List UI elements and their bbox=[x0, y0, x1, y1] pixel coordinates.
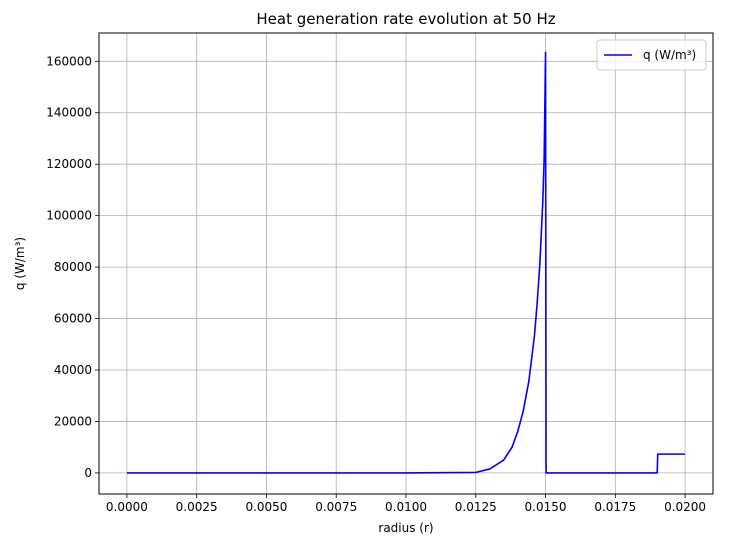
x-tick-label: 0.0025 bbox=[176, 500, 218, 514]
chart-title: Heat generation rate evolution at 50 Hz bbox=[256, 10, 555, 28]
x-tick-label: 0.0050 bbox=[245, 500, 287, 514]
y-tick-label: 40000 bbox=[54, 363, 92, 377]
x-tick-label: 0.0175 bbox=[594, 500, 636, 514]
y-tick-label: 80000 bbox=[54, 260, 92, 274]
ticks: 0.0000 0.0025 0.0050 0.0075 0.0100 0.0125 0.01… bbox=[46, 54, 706, 514]
x-tick-label: 0.0000 bbox=[106, 500, 148, 514]
y-tick-label: 100000 bbox=[46, 209, 92, 223]
series-line bbox=[126, 51, 686, 474]
x-tick-label: 0.0150 bbox=[525, 500, 567, 514]
x-tick-label: 0.0125 bbox=[455, 500, 497, 514]
x-tick-label: 0.0075 bbox=[315, 500, 357, 514]
series-layer bbox=[126, 51, 686, 474]
y-tick-label: 120000 bbox=[46, 157, 92, 171]
y-tick-label: 60000 bbox=[54, 312, 92, 326]
y-tick-label: 140000 bbox=[46, 106, 92, 120]
y-tick-label: 0 bbox=[84, 466, 92, 480]
y-tick-label: 160000 bbox=[46, 54, 92, 68]
x-tick-label: 0.0200 bbox=[664, 500, 706, 514]
legend-label: q (W/m³) bbox=[643, 48, 696, 62]
y-axis-label: q (W/m³) bbox=[13, 237, 27, 290]
grid bbox=[99, 33, 713, 494]
x-axis-label: radius (r) bbox=[378, 521, 433, 535]
legend-box bbox=[596, 39, 707, 71]
x-tick-label: 0.0100 bbox=[385, 500, 427, 514]
legend: q (W/m³) bbox=[596, 39, 707, 71]
y-tick-label: 20000 bbox=[54, 414, 92, 428]
